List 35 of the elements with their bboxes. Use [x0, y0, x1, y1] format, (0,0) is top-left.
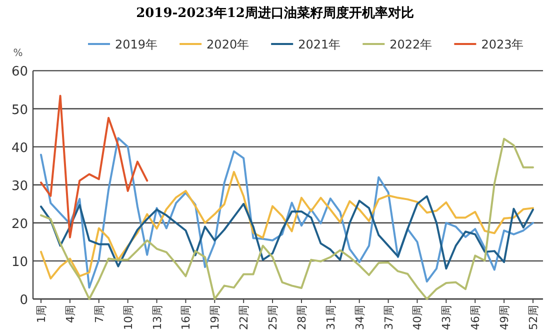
y-tick-label: 60 — [11, 64, 28, 80]
x-tick-label: 34周 — [353, 305, 366, 330]
chart-title: 2019-2023年12周进口油菜籽周度开机率对比 — [136, 5, 414, 21]
legend-label: 2019年 — [115, 38, 158, 52]
line-series — [40, 195, 534, 270]
line-series — [40, 94, 148, 238]
x-tick-label: 1周 — [35, 305, 48, 323]
x-tick-label: 10周 — [122, 305, 135, 330]
x-tick-label: 13周 — [150, 305, 164, 330]
y-tick-label: 10 — [11, 254, 28, 270]
x-tick-label: 40周 — [411, 305, 424, 330]
line-series — [40, 170, 534, 280]
x-tick-label: 22周 — [238, 305, 251, 330]
x-tick-label: 49周 — [498, 305, 512, 330]
y-tick-label: 0 — [20, 293, 28, 308]
legend-label: 2023年 — [481, 38, 524, 52]
x-tick-label: 31周 — [324, 305, 338, 330]
x-tick-label: 46周 — [469, 305, 482, 330]
y-tick-label: 30 — [11, 178, 28, 194]
y-tick-label: 20 — [11, 216, 28, 232]
x-tick-label: 37周 — [382, 305, 396, 330]
x-tick-label: 4周 — [64, 305, 77, 323]
x-tick-label: 43周 — [440, 305, 454, 330]
x-tick-label: 25周 — [266, 305, 280, 330]
legend-label: 2021年 — [298, 38, 341, 52]
x-tick-label: 19周 — [208, 305, 222, 330]
y-axis-title: % — [13, 48, 23, 59]
x-tick-label: 7周 — [92, 305, 106, 323]
y-tick-label: 40 — [11, 140, 28, 156]
legend-label: 2022年 — [390, 38, 432, 52]
legend-label: 2020年 — [206, 38, 250, 52]
y-tick-label: 50 — [11, 102, 28, 118]
x-tick-label: 16周 — [180, 305, 193, 330]
x-tick-label: 28周 — [295, 305, 308, 330]
x-tick-label: 52周 — [527, 305, 540, 330]
